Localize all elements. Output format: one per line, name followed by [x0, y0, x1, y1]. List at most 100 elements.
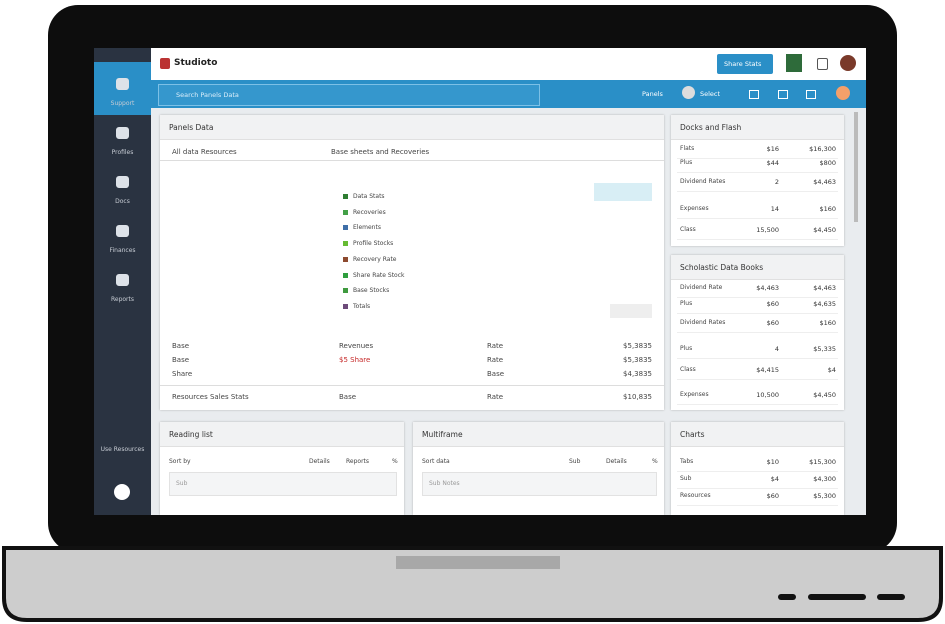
row-value: $160 — [819, 205, 836, 213]
row-divider — [677, 404, 838, 405]
column-header[interactable]: Reports — [346, 458, 370, 465]
row-value: $16 — [766, 145, 779, 153]
column-header[interactable]: Details — [309, 458, 330, 465]
legend-swatch — [343, 225, 348, 231]
row-value: $5,300 — [813, 492, 836, 500]
card-title: Scholastic Data Books — [680, 263, 764, 272]
table-cell: Rate — [487, 356, 504, 364]
row-value: $4 — [770, 475, 779, 483]
sidebar-footer[interactable]: Use Resources — [100, 446, 145, 453]
table-cell: Base — [172, 356, 190, 364]
filter[interactable]: All data Resources — [172, 148, 237, 156]
profile-avatar[interactable] — [836, 86, 850, 100]
table-cell: Rate — [487, 342, 504, 350]
sidebar-icon[interactable] — [116, 176, 129, 188]
legend-swatch — [343, 209, 348, 215]
row-label: Dividend Rate — [680, 284, 723, 291]
row-divider — [677, 488, 838, 489]
nav-icon — [749, 90, 759, 99]
checkbox[interactable] — [817, 58, 828, 70]
sidebar-label[interactable]: Finances — [109, 247, 136, 254]
table-cell: $4,3835 — [623, 370, 652, 378]
settings-button[interactable] — [114, 484, 130, 500]
share-button[interactable] — [717, 54, 773, 74]
logo-icon — [160, 58, 170, 69]
sidebar-label[interactable]: Profiles — [111, 149, 134, 156]
row-value: $4,450 — [813, 391, 836, 399]
row-value: $4,463 — [813, 284, 836, 292]
row-value: $4,463 — [756, 284, 779, 292]
row-value: $4,415 — [756, 366, 779, 374]
legend-label: Data Stats — [353, 193, 385, 200]
card-title: Reading list — [169, 430, 213, 439]
avatar[interactable] — [840, 55, 856, 71]
user-avatar[interactable] — [682, 86, 695, 99]
input-text[interactable]: Sub — [176, 480, 188, 487]
row-value: $60 — [766, 300, 779, 308]
nav-item[interactable]: Panels — [642, 90, 663, 98]
row-value: $4,450 — [813, 226, 836, 234]
sidebar-icon[interactable] — [116, 127, 129, 139]
legend-label: Elements — [353, 224, 381, 232]
nav-item[interactable]: Select — [700, 90, 721, 98]
sidebar-icon[interactable] — [116, 225, 129, 237]
indicator — [877, 594, 905, 600]
sidebar-label[interactable]: Docs — [115, 198, 130, 205]
search-text[interactable]: Search Panels Data — [176, 91, 239, 99]
search-box[interactable] — [158, 84, 540, 106]
row-label: Resources — [680, 492, 711, 499]
card-title: Charts — [680, 430, 705, 439]
mini-box — [610, 304, 652, 318]
nav-icon — [778, 90, 788, 99]
scrollbar[interactable] — [854, 112, 858, 222]
table-cell: Revenues — [339, 342, 374, 350]
filter[interactable]: Base sheets and Recoveries — [331, 148, 430, 156]
row-divider — [677, 471, 838, 472]
row-divider — [677, 313, 838, 314]
legend-swatch — [343, 303, 348, 309]
card-header — [160, 422, 404, 447]
column-header[interactable]: Sort by — [169, 458, 191, 465]
row-label: Expenses — [680, 205, 709, 212]
text-input[interactable] — [422, 472, 657, 496]
row-divider — [677, 332, 838, 333]
legend-label: Totals — [353, 302, 371, 310]
column-header[interactable]: Sub — [569, 458, 581, 465]
legend-label: Share Rate Stock — [353, 271, 405, 279]
row-value: $16,300 — [809, 145, 836, 153]
column-header[interactable]: Sort data — [422, 458, 450, 465]
legend-label: Base Stocks — [353, 287, 390, 295]
sidebar-label[interactable]: Support — [110, 100, 135, 107]
input-text[interactable]: Sub Notes — [429, 480, 460, 487]
row-label: Expenses — [680, 391, 709, 398]
table-cell: $10,835 — [623, 393, 652, 401]
column-header[interactable]: Details — [606, 458, 627, 465]
share-text[interactable]: Share Stats — [724, 60, 762, 68]
table-cell: Base — [487, 370, 505, 378]
row-label: Plus — [680, 345, 693, 352]
table-cell: Resources Sales Stats — [172, 393, 249, 401]
table-cell: Base — [339, 393, 357, 401]
row-divider — [677, 218, 838, 219]
sidebar-icon[interactable] — [116, 78, 129, 90]
row-divider — [677, 158, 838, 159]
laptop-base — [2, 546, 943, 622]
row-value: 4 — [774, 345, 779, 353]
sidebar-label[interactable]: Reports — [110, 296, 134, 303]
row-divider — [677, 297, 838, 298]
table-cell: $5,3835 — [623, 356, 652, 364]
row-divider — [677, 172, 838, 173]
sidebar-icon[interactable] — [116, 274, 129, 286]
app-icon[interactable] — [786, 54, 802, 72]
legend-swatch — [343, 256, 348, 262]
text-input[interactable] — [169, 472, 397, 496]
row-value: $4,635 — [813, 300, 836, 308]
card-title: Docks and Flash — [680, 123, 742, 132]
row-value: 14 — [770, 205, 779, 213]
card-header — [671, 255, 844, 280]
column-header[interactable]: % — [392, 458, 398, 465]
column-header[interactable]: % — [652, 458, 658, 465]
row-value: 15,500 — [756, 226, 779, 234]
